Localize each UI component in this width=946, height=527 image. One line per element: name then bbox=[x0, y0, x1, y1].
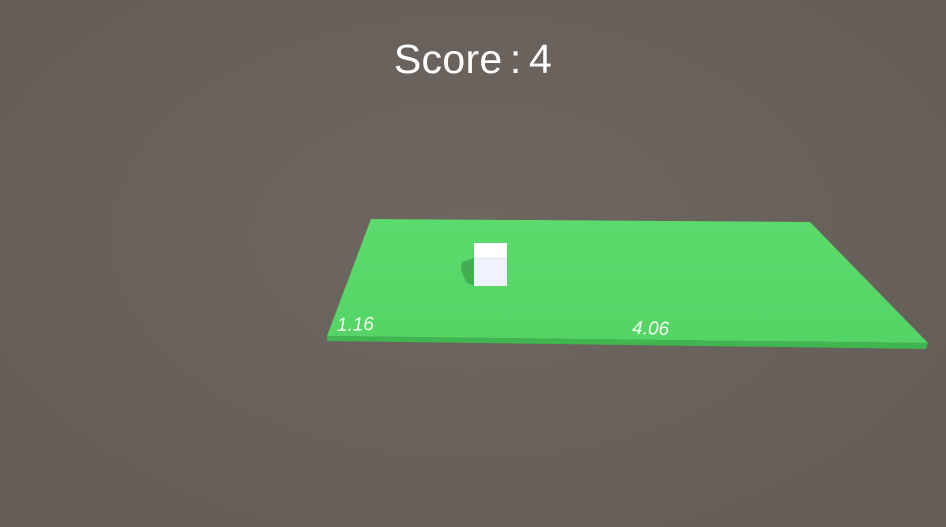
distance-marker-left: 1.16 bbox=[337, 314, 375, 336]
score-value: 4 bbox=[528, 36, 553, 82]
player-cube bbox=[474, 243, 507, 286]
distance-marker-right: 4.06 bbox=[632, 318, 670, 340]
green-platform bbox=[327, 219, 928, 343]
score-display: Score:4 bbox=[0, 36, 946, 83]
platform-edge bbox=[327, 336, 928, 349]
score-separator: : bbox=[509, 36, 522, 82]
cube-shadow bbox=[461, 258, 474, 286]
score-label: Score bbox=[393, 36, 503, 82]
